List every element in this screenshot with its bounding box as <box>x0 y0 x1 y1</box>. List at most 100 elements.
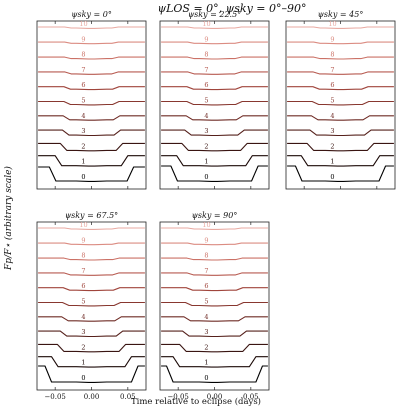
curve-label-5: 5 <box>81 298 85 306</box>
series-line-2 <box>287 142 394 152</box>
curve-label-1: 1 <box>81 158 85 166</box>
curve-label-5: 5 <box>81 97 85 105</box>
curve-label-10: 10 <box>202 20 210 28</box>
curve-label-2: 2 <box>204 343 208 351</box>
curve-label-7: 7 <box>81 267 85 275</box>
curve-label-1: 1 <box>81 359 85 367</box>
curve-label-1: 1 <box>204 158 208 166</box>
x-tick-label: 0.05 <box>120 393 136 401</box>
curve-label-9: 9 <box>330 35 334 43</box>
curve-label-9: 9 <box>204 35 208 43</box>
panel-title: ψsky = 45° <box>318 10 364 19</box>
curve-label-10: 10 <box>202 221 210 229</box>
series-line-4 <box>38 115 145 121</box>
series-line-5 <box>287 100 394 106</box>
curve-label-0: 0 <box>81 173 85 181</box>
curve-label-1: 1 <box>204 359 208 367</box>
x-axis-label: Time relative to eclipse (days) <box>131 396 261 407</box>
series-line-4 <box>38 316 145 322</box>
panel-5: ψsky = 90° −0.05 0.00 0.05 0 1 2 3 4 5 6 7 8 9 10 <box>159 211 270 401</box>
curve-label-8: 8 <box>204 252 208 260</box>
y-axis-label: Fp/F⋆ (arbitrary scale) <box>3 166 14 271</box>
series-line-9 <box>38 242 145 246</box>
series-line-1 <box>161 356 268 368</box>
series-line-9 <box>287 41 394 45</box>
series-line-0 <box>161 165 268 182</box>
curve-label-6: 6 <box>81 81 85 89</box>
series-line-10 <box>161 227 268 230</box>
curve-label-9: 9 <box>204 236 208 244</box>
curve-label-10: 10 <box>328 20 336 28</box>
series-line-3 <box>287 129 394 137</box>
curve-label-5: 5 <box>330 97 334 105</box>
curve-label-6: 6 <box>204 282 208 290</box>
curve-label-8: 8 <box>81 252 85 260</box>
series-line-8 <box>38 257 145 261</box>
series-line-1 <box>38 356 145 368</box>
panel-2: ψsky = 22.5° 0 1 2 3 4 5 6 7 8 9 10 <box>159 10 270 190</box>
curve-label-2: 2 <box>330 142 334 150</box>
series-line-10 <box>161 26 268 29</box>
series-line-5 <box>38 100 145 106</box>
panel-title: ψsky = 22.5° <box>188 10 241 19</box>
curve-label-3: 3 <box>330 127 334 135</box>
curve-label-9: 9 <box>81 236 85 244</box>
curve-label-5: 5 <box>204 97 208 105</box>
series-line-2 <box>161 142 268 152</box>
series-line-6 <box>161 287 268 292</box>
curve-label-4: 4 <box>81 313 85 321</box>
series-line-5 <box>161 301 268 307</box>
x-tick-label: 0.00 <box>207 393 223 401</box>
panel-title: ψsky = 90° <box>192 211 238 220</box>
series-line-2 <box>161 343 268 353</box>
series-line-7 <box>38 272 145 276</box>
curve-label-6: 6 <box>330 81 334 89</box>
series-line-9 <box>161 242 268 246</box>
series-line-3 <box>161 330 268 338</box>
curve-label-7: 7 <box>204 267 208 275</box>
series-line-6 <box>38 86 145 91</box>
series-line-0 <box>38 365 145 383</box>
x-tick-label: 0.05 <box>243 393 259 401</box>
panel-title: ψsky = 0° <box>71 10 112 19</box>
curve-label-4: 4 <box>204 112 208 120</box>
curve-label-0: 0 <box>204 173 208 181</box>
curve-label-4: 4 <box>204 313 208 321</box>
curve-label-3: 3 <box>81 127 85 135</box>
panel-1: ψsky = 0° 0 1 2 3 4 5 6 7 8 9 10 <box>36 10 147 190</box>
series-line-6 <box>161 86 268 91</box>
series-line-3 <box>161 129 268 137</box>
series-line-5 <box>161 100 268 106</box>
x-tick-label: 0.00 <box>84 393 100 401</box>
curve-label-8: 8 <box>330 51 334 59</box>
curve-label-3: 3 <box>204 328 208 336</box>
series-line-0 <box>161 365 268 383</box>
series-line-8 <box>287 56 394 60</box>
curve-label-4: 4 <box>81 112 85 120</box>
curve-label-0: 0 <box>204 374 208 382</box>
figure-title: ψLOS = 0°, ψsky = 0°–90° <box>157 2 306 15</box>
series-line-9 <box>161 41 268 45</box>
series-line-4 <box>161 316 268 322</box>
series-line-4 <box>287 115 394 121</box>
series-line-0 <box>287 165 394 182</box>
series-line-7 <box>161 272 268 276</box>
series-line-6 <box>38 287 145 292</box>
series-line-1 <box>38 155 145 167</box>
series-line-2 <box>38 142 145 152</box>
series-line-8 <box>161 257 268 261</box>
series-line-1 <box>287 155 394 167</box>
series-line-8 <box>38 56 145 60</box>
series-line-10 <box>38 26 145 29</box>
curve-label-10: 10 <box>79 20 87 28</box>
series-line-3 <box>38 330 145 338</box>
series-line-7 <box>287 71 394 75</box>
series-line-3 <box>38 129 145 137</box>
series-line-1 <box>161 155 268 167</box>
curve-label-6: 6 <box>81 282 85 290</box>
x-tick-label: −0.05 <box>167 393 188 401</box>
panel-title: ψsky = 67.5° <box>65 211 118 220</box>
series-line-0 <box>38 166 145 182</box>
